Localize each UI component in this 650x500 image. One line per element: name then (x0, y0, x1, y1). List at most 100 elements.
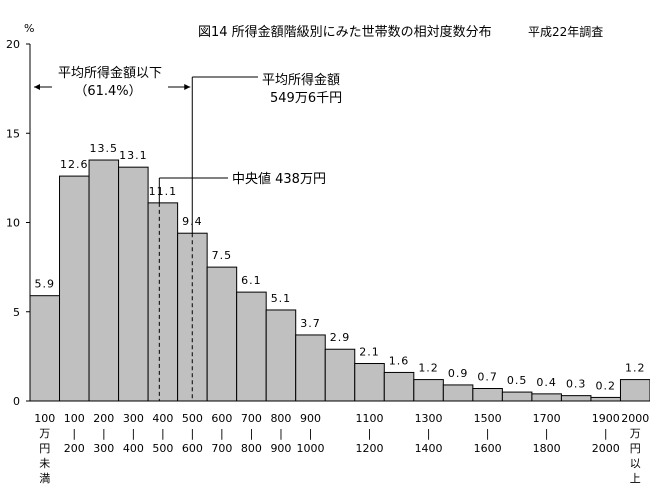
bar (29, 295, 61, 402)
x-tick-label: | (250, 427, 254, 440)
x-tick-label: | (604, 427, 608, 440)
average-income-label: 平均所得金額 (262, 72, 340, 88)
value-label: 3.7 (300, 317, 321, 330)
x-tick-label: 万 (39, 427, 50, 440)
bar (236, 291, 267, 402)
x-tick-label: 200 (93, 412, 114, 425)
x-tick-label: | (368, 427, 372, 440)
value-label: 0.9 (448, 367, 469, 380)
x-tick-label: 200 (64, 442, 85, 455)
x-tick-label: 上 (630, 472, 641, 485)
bar (118, 166, 149, 402)
x-tick-label: 700 (241, 412, 262, 425)
x-tick-label: 500 (152, 442, 173, 455)
x-tick-label: | (486, 427, 490, 440)
x-tick-label: 800 (270, 412, 291, 425)
x-tick-label: | (102, 427, 106, 440)
y-tick-label: 10 (6, 217, 20, 230)
value-label: 6.1 (241, 274, 262, 287)
x-tick-label: 400 (123, 442, 144, 455)
x-tick-label: | (279, 427, 283, 440)
x-tick-label: 400 (152, 412, 173, 425)
value-label: 12.6 (60, 158, 89, 171)
median-label: 中央値 438万円 (232, 171, 326, 187)
x-tick-label: 1500 (474, 412, 502, 425)
x-tick-label: 満 (39, 472, 50, 485)
value-label: 13.5 (90, 142, 119, 155)
x-tick-label: 1000 (296, 442, 324, 455)
value-label: 5.9 (35, 278, 56, 291)
x-tick-label: 600 (211, 412, 232, 425)
x-tick-label: | (191, 427, 195, 440)
value-label: 0.5 (507, 374, 528, 387)
bar (472, 388, 503, 402)
x-tick-label: 700 (211, 442, 232, 455)
value-label: 0.7 (477, 371, 498, 384)
bar (560, 395, 592, 402)
x-tick-label: 300 (93, 442, 114, 455)
x-tick-label: 900 (300, 412, 321, 425)
x-tick-label: | (72, 427, 76, 440)
chart-subtitle: 平成22年調査 (528, 25, 603, 39)
x-tick-label: | (545, 427, 549, 440)
x-tick-label: 未 (39, 457, 50, 470)
bars (29, 159, 650, 402)
value-label: 1.2 (625, 362, 646, 375)
x-tick-label: 1100 (356, 412, 384, 425)
value-labels: 5.912.613.513.111.19.47.56.15.13.72.92.1… (35, 142, 646, 392)
x-tick-label: | (131, 427, 135, 440)
bar (265, 309, 297, 402)
x-tick-label: 1600 (474, 442, 502, 455)
annotations: 平均所得金額以下 （61.4%） 平均所得金額 549万6千円 中央値 438万… (34, 65, 342, 401)
value-label: 5.1 (271, 292, 292, 305)
x-tick-label: 2000 (621, 412, 649, 425)
below-average-label: 平均所得金額以下 (58, 65, 162, 81)
value-label: 7.5 (212, 249, 233, 262)
value-label: 0.2 (595, 379, 616, 392)
y-tick-label: 0 (13, 395, 20, 408)
average-income-value: 549万6千円 (270, 91, 342, 106)
x-tick-label: | (427, 427, 431, 440)
bar (59, 175, 90, 402)
bar (354, 363, 385, 402)
bar (442, 384, 474, 402)
x-tick-label: 100 (34, 412, 55, 425)
bar (619, 379, 650, 402)
chart-title: 図14 所得金額階級別にみた世帯数の相対度数分布 (198, 24, 492, 40)
x-tick-label: | (309, 427, 313, 440)
value-label: 1.2 (418, 362, 439, 375)
x-tick-label: 万 (630, 427, 641, 440)
value-label: 0.4 (536, 376, 557, 389)
x-tick-label: 円 (630, 442, 641, 455)
x-tick-label: 円 (39, 442, 50, 455)
bar (206, 266, 238, 402)
value-label: 0.3 (566, 378, 587, 391)
y-tick-label: 5 (13, 306, 20, 319)
x-tick-label: 2000 (592, 442, 620, 455)
value-label: 2.1 (359, 346, 380, 359)
bar (501, 391, 533, 402)
x-tick-label: 1900 (592, 412, 620, 425)
value-label: 13.1 (119, 149, 148, 162)
x-tick-label: | (220, 427, 224, 440)
bar (413, 379, 444, 402)
below-average-arrowhead-right (184, 84, 191, 90)
x-tick-label: 1200 (356, 442, 384, 455)
x-tick-label: 500 (182, 412, 203, 425)
x-tick-label: 以 (630, 457, 641, 470)
y-tick-label: 15 (6, 127, 20, 140)
y-tick-label: 20 (6, 38, 20, 51)
x-tick-label: 900 (270, 442, 291, 455)
bar (295, 334, 326, 402)
x-tick-label: 1800 (533, 442, 561, 455)
x-tick-label: 100 (64, 412, 85, 425)
below-average-percent: （61.4%） (74, 84, 141, 99)
y-axis-label: % (24, 22, 34, 35)
value-label: 1.6 (389, 354, 410, 367)
bar (324, 348, 356, 402)
x-tick-label: 1300 (415, 412, 443, 425)
below-average-arrowhead-left (34, 84, 40, 90)
bar (531, 393, 562, 402)
